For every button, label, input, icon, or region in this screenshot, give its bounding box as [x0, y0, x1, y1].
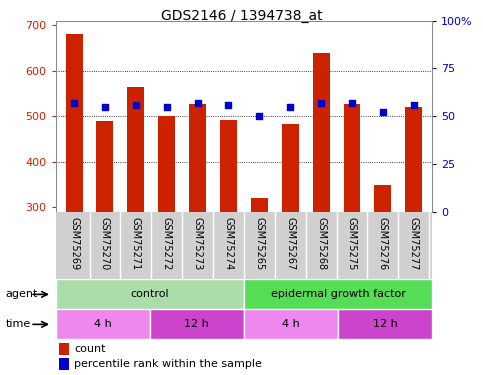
Text: percentile rank within the sample: percentile rank within the sample: [74, 359, 262, 369]
Text: 4 h: 4 h: [282, 320, 300, 329]
Point: [379, 110, 387, 116]
Text: GSM75267: GSM75267: [285, 217, 295, 270]
Bar: [244, 279, 432, 309]
Point: [194, 100, 201, 106]
Text: control: control: [130, 290, 169, 299]
Point: [348, 100, 356, 106]
Bar: [56, 309, 150, 339]
Bar: [338, 309, 432, 339]
Text: count: count: [74, 344, 106, 354]
Bar: [97, 121, 114, 212]
Text: agent: agent: [6, 290, 38, 299]
Bar: [56, 279, 244, 309]
Text: time: time: [6, 320, 31, 329]
Point: [256, 113, 263, 119]
Text: GSM75275: GSM75275: [347, 217, 357, 271]
Bar: [189, 104, 206, 212]
Point: [286, 104, 294, 110]
Bar: [66, 34, 83, 212]
Point: [163, 104, 170, 110]
Bar: [150, 309, 244, 339]
Bar: [244, 309, 338, 339]
Text: GSM75276: GSM75276: [378, 217, 388, 270]
Point: [317, 100, 325, 106]
Bar: [405, 107, 422, 212]
Text: 12 h: 12 h: [185, 320, 209, 329]
Point: [225, 102, 232, 108]
Text: GDS2146 / 1394738_at: GDS2146 / 1394738_at: [161, 9, 322, 23]
Text: GSM75271: GSM75271: [131, 217, 141, 270]
Bar: [313, 53, 329, 212]
Bar: [374, 186, 391, 212]
Point: [70, 100, 78, 106]
Bar: [251, 198, 268, 212]
Bar: [128, 87, 144, 212]
Point: [132, 102, 140, 108]
Bar: [343, 104, 360, 212]
Text: GSM75277: GSM75277: [409, 217, 419, 271]
Bar: [282, 124, 298, 212]
Point: [101, 104, 109, 110]
Text: GSM75273: GSM75273: [193, 217, 202, 270]
Bar: [220, 120, 237, 212]
Point: [410, 102, 418, 108]
Text: GSM75272: GSM75272: [162, 217, 172, 271]
Bar: [158, 116, 175, 212]
Text: GSM75265: GSM75265: [255, 217, 264, 270]
Text: GSM75269: GSM75269: [69, 217, 79, 270]
Bar: [59, 358, 69, 370]
Text: GSM75270: GSM75270: [100, 217, 110, 270]
Text: epidermal growth factor: epidermal growth factor: [270, 290, 406, 299]
Text: 12 h: 12 h: [373, 320, 398, 329]
Text: 4 h: 4 h: [94, 320, 112, 329]
Bar: [59, 343, 69, 355]
Text: GSM75274: GSM75274: [224, 217, 233, 270]
Text: GSM75268: GSM75268: [316, 217, 326, 270]
